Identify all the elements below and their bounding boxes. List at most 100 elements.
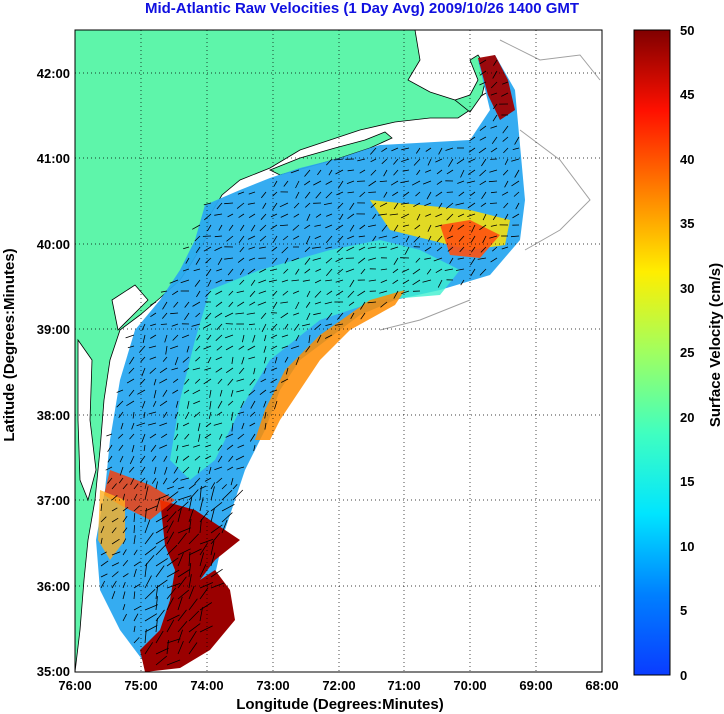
velocity-arrow <box>166 511 177 523</box>
velocity-arrow <box>100 503 103 512</box>
velocity-arrow <box>188 548 202 556</box>
velocity-arrow <box>182 455 190 461</box>
velocity-arrow <box>210 524 223 534</box>
velocity-arrow <box>360 301 366 310</box>
velocity-arrow <box>339 213 344 221</box>
cape-cod <box>454 54 489 113</box>
velocity-arrow <box>183 246 190 250</box>
velocity-arrow <box>481 158 487 167</box>
velocity-arrow <box>119 466 124 476</box>
velocity-arrow <box>188 497 193 512</box>
velocity-arrow <box>471 224 476 233</box>
velocity-arrow <box>248 356 256 360</box>
velocity-arrow <box>230 411 234 421</box>
velocity-arrow <box>144 625 158 633</box>
velocity-arrow <box>456 158 465 165</box>
velocity-arrow <box>489 235 498 239</box>
velocity-arrow <box>425 147 432 152</box>
velocity-arrow <box>166 614 180 622</box>
velocity-arrow <box>370 169 377 176</box>
velocity-arrow <box>171 323 179 327</box>
velocity-arrow <box>226 235 234 242</box>
velocity-arrow <box>401 158 410 162</box>
velocity-arrow <box>196 290 201 298</box>
velocity-arrow <box>448 158 454 167</box>
colorbar-tick-label: 30 <box>680 281 694 296</box>
velocity-arrow <box>249 411 256 417</box>
velocity-arrow <box>111 571 119 578</box>
velocity-arrow <box>215 290 223 295</box>
velocity-arrow <box>272 202 278 211</box>
y-axis-label: Latitude (Degrees:Minutes) <box>1 248 18 441</box>
velocity-arrow <box>378 246 388 249</box>
velocity-arrow <box>107 455 113 463</box>
velocity-arrow <box>426 268 432 275</box>
velocity-arrow <box>192 389 201 395</box>
velocity-arrow <box>304 169 311 177</box>
velocity-arrow <box>337 268 344 275</box>
velocity-arrow <box>116 389 124 393</box>
velocity-arrow <box>193 400 201 405</box>
velocity-arrow <box>512 213 520 219</box>
velocity-arrow <box>481 191 487 200</box>
velocity-southwest-patch <box>98 490 125 560</box>
velocity-arrow <box>217 257 223 265</box>
velocity-arrow <box>174 411 179 419</box>
velocity-arrow <box>133 591 136 600</box>
velocity-arrow <box>238 213 245 218</box>
velocity-arrow <box>210 532 221 545</box>
velocity-arrow <box>260 213 267 220</box>
colorbar-tick-label: 25 <box>680 345 694 360</box>
velocity-arrow <box>139 378 146 385</box>
velocity-arrow <box>153 389 157 399</box>
velocity-arrow <box>293 312 300 316</box>
velocity-arrow <box>479 169 487 177</box>
velocity-arrow <box>334 323 344 326</box>
velocity-arrow <box>199 625 213 633</box>
velocity-arrow <box>457 213 465 218</box>
velocity-arrow <box>482 213 487 221</box>
velocity-arrow <box>295 301 300 310</box>
velocity-arrow <box>188 483 196 490</box>
velocity-arrow <box>138 345 146 353</box>
velocity-arrow <box>210 552 216 567</box>
velocity-arrow <box>313 180 322 186</box>
velocity-arrow <box>253 367 256 375</box>
velocity-arrow <box>205 444 212 448</box>
velocity-arrow <box>225 279 234 282</box>
velocity-arrow <box>204 367 212 371</box>
velocity-arrow <box>350 312 355 319</box>
velocity-arrow <box>282 290 289 296</box>
velocity-arrow <box>194 279 201 287</box>
velocity-arrow <box>393 257 399 266</box>
velocity-arrow <box>224 312 234 318</box>
velocity-arrow <box>176 422 179 431</box>
velocity-arrow <box>183 389 190 394</box>
velocity-arrow <box>335 290 344 296</box>
velocity-arrow <box>228 224 234 231</box>
velocity-arrow <box>467 213 476 217</box>
velocity-arrow <box>144 480 148 490</box>
velocity-arrow <box>488 180 498 183</box>
velocity-arrow <box>438 147 443 155</box>
velocity-arrow <box>446 169 454 175</box>
x-axis-label: Longitude (Degrees:Minutes) <box>236 696 444 713</box>
lon-tick-label: 74:00 <box>190 678 223 693</box>
velocity-arrow <box>502 81 509 85</box>
velocity-arrow <box>466 180 476 184</box>
velocity-arrow <box>479 70 487 76</box>
velocity-arrow <box>290 169 300 174</box>
velocity-arrow <box>170 345 179 350</box>
velocity-arrow <box>144 532 154 545</box>
velocity-arrow <box>457 257 465 260</box>
velocity-arrow <box>111 495 118 501</box>
velocity-arrow <box>270 345 278 350</box>
velocity-arrow <box>197 466 201 474</box>
velocity-arrow <box>207 279 212 287</box>
velocity-arrow <box>166 597 174 611</box>
velocity-arrow <box>225 367 234 374</box>
velocity-arrow <box>216 202 223 210</box>
velocity-arrow <box>359 169 366 174</box>
velocity-arrow <box>195 257 201 265</box>
velocity-arrow <box>413 235 421 243</box>
